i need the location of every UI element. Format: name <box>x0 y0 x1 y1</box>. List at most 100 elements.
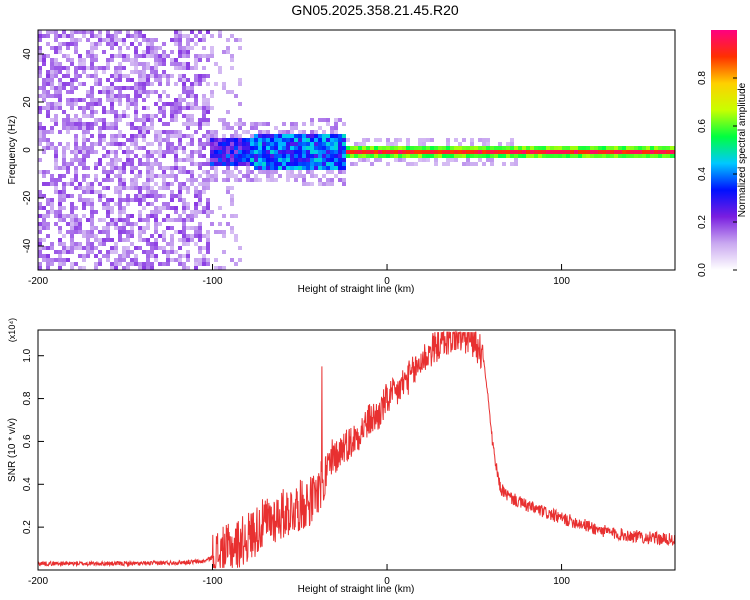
spectrogram-cell <box>222 86 226 90</box>
spectrogram-cell <box>298 170 302 174</box>
spectrogram-cell <box>142 130 146 134</box>
spectrogram-cell <box>94 118 98 122</box>
spectrogram-cell <box>246 154 250 158</box>
spectrogram-cell <box>194 178 198 182</box>
spectrogram-cell <box>86 66 90 70</box>
spectrogram-cell <box>82 266 86 270</box>
spectrogram-cell <box>358 154 362 158</box>
spectrogram-cell <box>206 82 210 86</box>
spectrogram-cell <box>134 102 138 106</box>
spectrogram-cell <box>298 146 302 150</box>
spectrogram-cell <box>202 154 206 158</box>
spectrogram-cell <box>470 150 474 154</box>
spectrogram-cell <box>162 58 166 62</box>
spectrogram-cell <box>170 74 174 78</box>
spectrogram-cell <box>270 166 274 170</box>
spectrogram-cell <box>66 170 70 174</box>
spectrogram-cell <box>70 250 74 254</box>
spectrogram-cell <box>206 214 210 218</box>
spectrogram-cell <box>90 34 94 38</box>
spectrogram-cell <box>70 218 74 222</box>
spectrogram-cell <box>170 118 174 122</box>
spectrogram-cell <box>82 158 86 162</box>
spectrogram-cell <box>338 166 342 170</box>
spectrogram-cell <box>138 214 142 218</box>
spectrogram-cell <box>362 138 366 142</box>
spectrogram-cell <box>262 146 266 150</box>
spectrogram-cell <box>102 106 106 110</box>
spectrogram-cell <box>66 90 70 94</box>
spectrogram-cell <box>442 162 446 166</box>
spectrogram-cell <box>114 74 118 78</box>
spectrogram-cell <box>202 258 206 262</box>
spectrogram-cell <box>46 146 50 150</box>
spectrogram-cell <box>82 130 86 134</box>
spectrogram-cell <box>206 246 210 250</box>
spectrogram-cell <box>62 218 66 222</box>
spectrogram-cell <box>474 154 478 158</box>
spectrogram-cell <box>326 182 330 186</box>
spectrogram-cell <box>178 106 182 110</box>
spectrogram-cell <box>154 38 158 42</box>
spectrogram-cell <box>174 158 178 162</box>
spectrogram-cell <box>138 70 142 74</box>
spectrogram-cell <box>46 138 50 142</box>
spectrogram-cell <box>118 234 122 238</box>
spectrogram-cell <box>130 42 134 46</box>
spectrogram-cell <box>46 202 50 206</box>
spectrogram-cell <box>190 66 194 70</box>
spectrogram-cell <box>266 142 270 146</box>
spectrogram-cell <box>342 138 346 142</box>
spectrogram-cell <box>98 90 102 94</box>
spectrogram-cell <box>158 162 162 166</box>
spectrogram-cell <box>58 226 62 230</box>
spectrogram-cell <box>202 210 206 214</box>
spectrogram-cell <box>198 54 202 58</box>
spectrogram-cell <box>46 246 50 250</box>
spectrogram-cell <box>414 154 418 158</box>
spectrogram-cell <box>246 158 250 162</box>
spectrogram-cell <box>170 194 174 198</box>
spectrogram-cell <box>90 46 94 50</box>
spectrogram-cell <box>410 162 414 166</box>
spectrogram-cell <box>118 254 122 258</box>
spectrogram-cell <box>230 134 234 138</box>
spectrogram-cell <box>246 138 250 142</box>
spectrogram-cell <box>58 130 62 134</box>
spectrogram-cell <box>78 150 82 154</box>
spectrogram-cell <box>186 90 190 94</box>
spectrogram-cell <box>174 34 178 38</box>
spectrogram-cell <box>174 62 178 66</box>
spectrogram-cell <box>226 158 230 162</box>
spectrogram-cell <box>106 258 110 262</box>
spectrogram-cell <box>302 154 306 158</box>
spectrogram-cell <box>158 210 162 214</box>
spectrogram-cell <box>106 42 110 46</box>
spectrogram-cell <box>182 50 186 54</box>
spectrogram-cell <box>134 134 138 138</box>
spectrogram-cell <box>74 222 78 226</box>
spectrogram-cell <box>334 162 338 166</box>
spectrogram-cell <box>298 138 302 142</box>
spectrogram-cell <box>118 70 122 74</box>
spectrogram-cell <box>46 114 50 118</box>
spectrogram-cell <box>254 158 258 162</box>
spectrogram-cell <box>138 194 142 198</box>
spectrogram-cell <box>130 70 134 74</box>
spectrogram-cell <box>670 150 674 154</box>
spectrogram-cell <box>50 62 54 66</box>
spectrogram-cell <box>46 54 50 58</box>
spectrogram-cell <box>74 206 78 210</box>
spectrogram-cell <box>186 242 190 246</box>
spectrogram-cell <box>534 150 538 154</box>
spectrogram-cell <box>178 62 182 66</box>
spectrogram-cell <box>106 66 110 70</box>
spectrogram-cell <box>202 114 206 118</box>
spectrogram-cell <box>94 82 98 86</box>
spectrogram-cell <box>570 154 574 158</box>
spectrogram-cell <box>630 146 634 150</box>
spectrogram-cell <box>86 182 90 186</box>
spectrogram-cell <box>106 38 110 42</box>
spectrogram-cell <box>202 162 206 166</box>
spectrogram-cell <box>334 154 338 158</box>
